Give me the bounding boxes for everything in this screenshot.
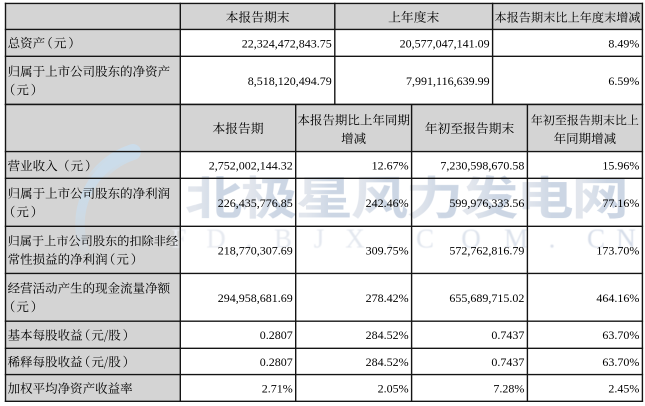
svg-text:X: X: [345, 224, 365, 254]
svg-text:2.71%: 2.71%: [262, 382, 293, 396]
svg-text:77.16%: 77.16%: [602, 196, 639, 210]
svg-text:63.70%: 63.70%: [602, 355, 639, 369]
svg-text:294,958,681.69: 294,958,681.69: [218, 291, 293, 305]
svg-text:63.70%: 63.70%: [602, 328, 639, 342]
svg-text:B: B: [274, 224, 292, 254]
svg-text:0.7437: 0.7437: [491, 355, 524, 369]
svg-text:655,689,715.02: 655,689,715.02: [449, 291, 524, 305]
svg-text:2.45%: 2.45%: [608, 382, 639, 396]
svg-text:7.28%: 7.28%: [493, 382, 524, 396]
svg-text:218,770,307.69: 218,770,307.69: [218, 243, 293, 257]
svg-text:20,577,047,141.09: 20,577,047,141.09: [400, 36, 490, 50]
svg-text:7,230,598,670.58: 7,230,598,670.58: [440, 158, 524, 172]
svg-text:C: C: [587, 224, 605, 254]
svg-text:284.52%: 284.52%: [366, 328, 409, 342]
svg-text:572,762,816.79: 572,762,816.79: [449, 243, 524, 257]
svg-text:0.7437: 0.7437: [491, 328, 524, 342]
svg-text:O: O: [461, 224, 481, 254]
svg-text:173.70%: 173.70%: [596, 243, 639, 257]
svg-text:8,518,120,494.79: 8,518,120,494.79: [248, 74, 332, 88]
svg-text:J: J: [314, 224, 325, 254]
svg-text:226,435,776.85: 226,435,776.85: [218, 196, 293, 210]
svg-text:F: F: [171, 224, 186, 254]
svg-text:12.67%: 12.67%: [372, 158, 409, 172]
svg-text:22,324,472,843.75: 22,324,472,843.75: [242, 36, 332, 50]
svg-text:242.46%: 242.46%: [366, 196, 409, 210]
svg-text:M: M: [504, 224, 528, 254]
svg-text:599,976,333.56: 599,976,333.56: [449, 196, 524, 210]
svg-text:.: .: [387, 224, 394, 254]
svg-text:2,752,002,144.32: 2,752,002,144.32: [209, 158, 293, 172]
svg-text:8.49%: 8.49%: [608, 36, 639, 50]
svg-text:C: C: [416, 224, 434, 254]
svg-text:D: D: [206, 224, 226, 254]
svg-text:.: .: [549, 224, 556, 254]
svg-text:284.52%: 284.52%: [366, 355, 409, 369]
svg-text:0.2807: 0.2807: [260, 328, 293, 342]
svg-text:2.05%: 2.05%: [378, 382, 409, 396]
svg-text:0.2807: 0.2807: [260, 355, 293, 369]
svg-text:278.42%: 278.42%: [366, 291, 409, 305]
svg-text:15.96%: 15.96%: [602, 158, 639, 172]
svg-text:6.59%: 6.59%: [608, 74, 639, 88]
svg-text:309.75%: 309.75%: [366, 243, 409, 257]
svg-text:464.16%: 464.16%: [596, 291, 639, 305]
svg-text:N: N: [616, 224, 636, 254]
svg-text:.: .: [246, 224, 253, 254]
svg-text:7,991,116,639.99: 7,991,116,639.99: [406, 74, 490, 88]
